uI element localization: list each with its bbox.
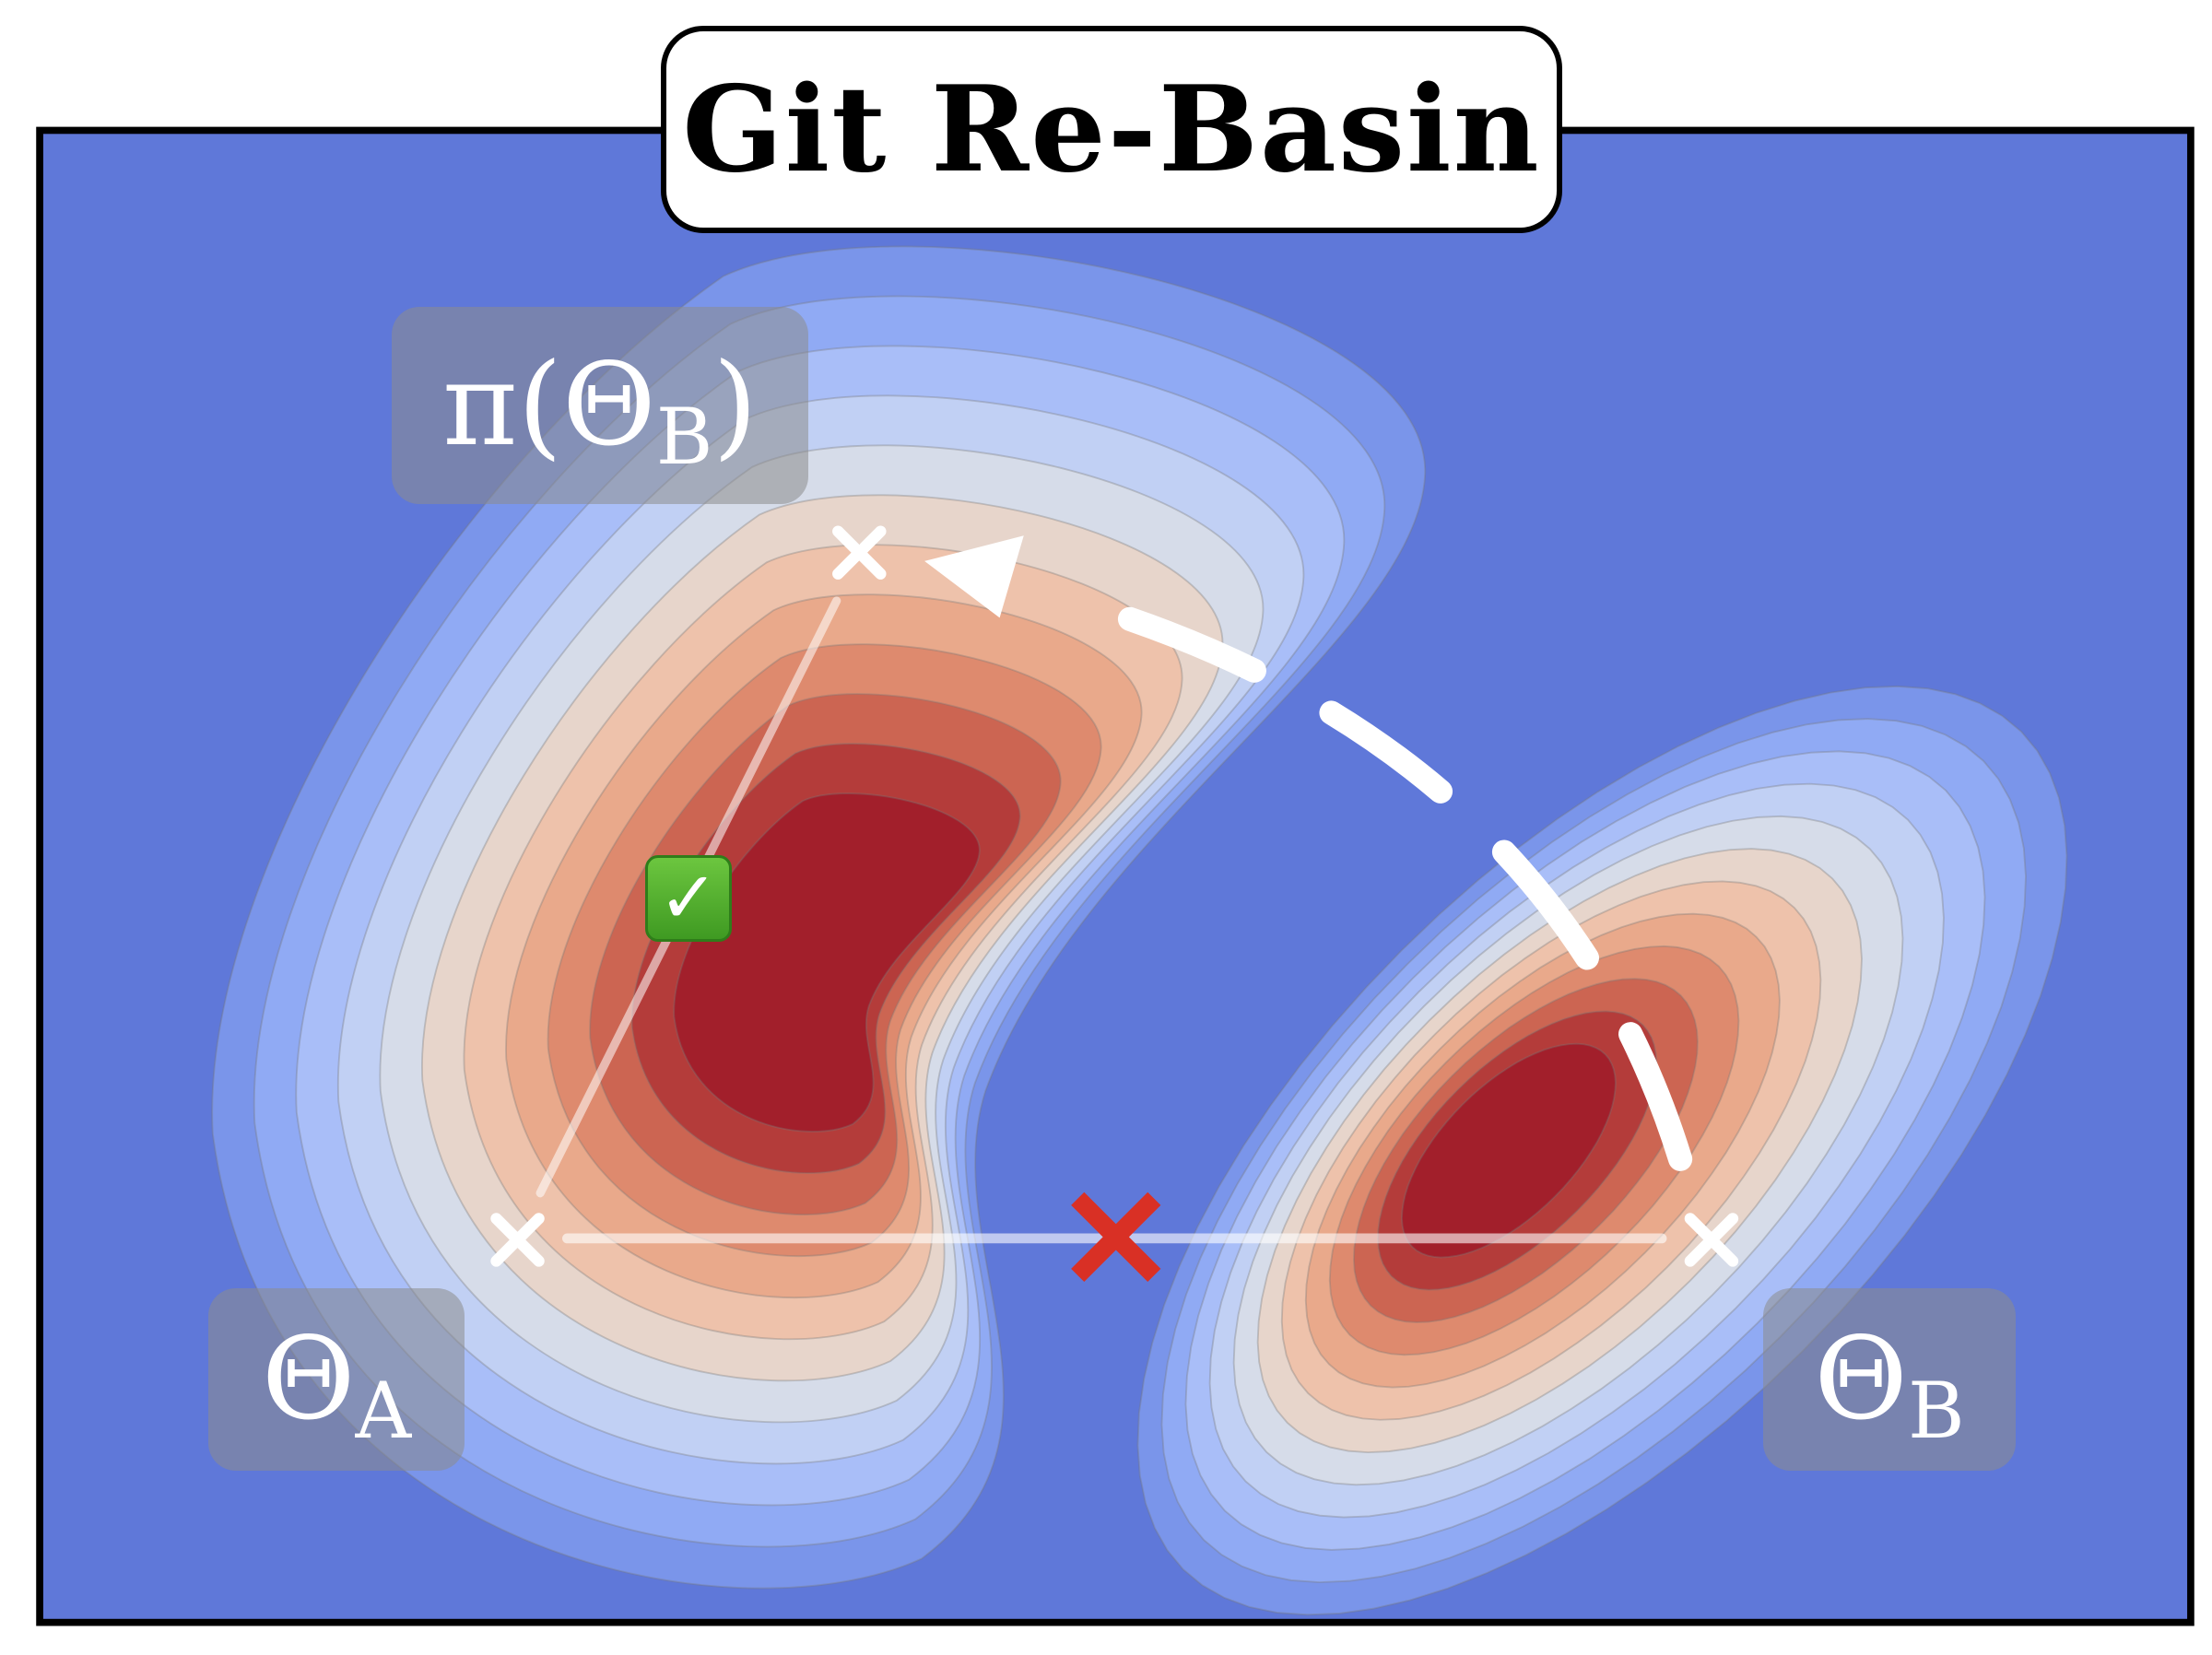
contour-level-left bbox=[673, 792, 981, 1133]
title: Git Re-Basin bbox=[682, 60, 1541, 199]
permutation-arrow-head bbox=[924, 535, 1024, 618]
label-theta-b-main: Θ bbox=[1814, 1313, 1908, 1446]
label-pi-theta-b-post: ) bbox=[712, 339, 758, 472]
marker-pi-theta-b bbox=[832, 525, 887, 580]
contour-level-right bbox=[1400, 1042, 1617, 1259]
label-pi-theta-b: π(Θ B) bbox=[392, 307, 808, 504]
label-pi-theta-b-sub: B bbox=[655, 392, 713, 482]
marker-theta-a bbox=[490, 1213, 545, 1267]
label-theta-a-main: Θ bbox=[261, 1313, 356, 1446]
label-theta-a-sub: A bbox=[355, 1366, 412, 1456]
basin-left-contours bbox=[211, 245, 1427, 1590]
label-pi-theta-b-main: π(Θ bbox=[442, 339, 656, 472]
success-check-icon: ✓ bbox=[645, 855, 732, 942]
marker-theta-b bbox=[1684, 1213, 1739, 1267]
permutation-arrow-dashed bbox=[1079, 594, 1693, 1171]
basin-right-contours bbox=[1136, 685, 2068, 1616]
label-theta-b-sub: B bbox=[1907, 1366, 1965, 1456]
title-box: Git Re-Basin bbox=[661, 26, 1562, 233]
check-glyph: ✓ bbox=[658, 857, 719, 940]
failure-cross-icon bbox=[1071, 1191, 1161, 1282]
